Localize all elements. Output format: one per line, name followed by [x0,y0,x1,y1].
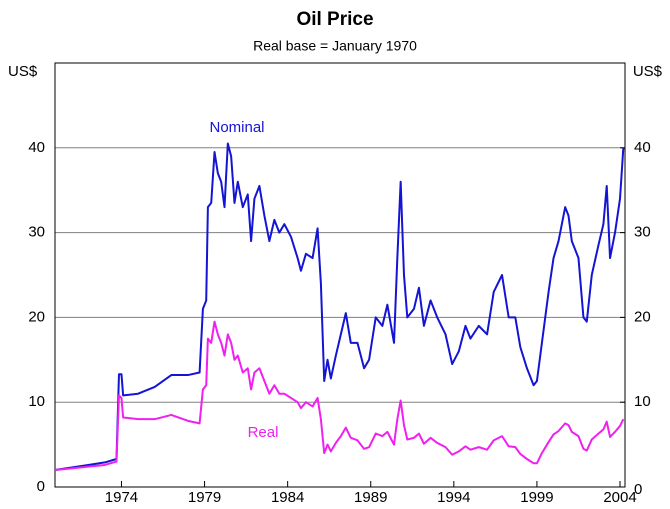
y-tick-label: 20 [28,308,45,325]
y2-axis-label: US$ [633,63,663,80]
x-tick-label: 2004 [603,489,636,506]
plot-frame [54,62,626,488]
series-label: Nominal [209,119,264,136]
y-tick-label: 30 [28,224,45,241]
y2-tick-label: 40 [634,139,651,156]
x-tick-label: 1984 [271,489,304,506]
x-tick-label: 1994 [437,489,470,506]
y2-tick-label: 30 [634,224,651,241]
x-tick-label: 1999 [520,489,553,506]
x-tick-label: 1989 [354,489,387,506]
chart-title: Oil Price [296,9,373,30]
line [54,320,625,472]
chart-subtitle: Real base = January 1970 [253,38,417,54]
y-tick-label: 40 [28,139,45,156]
line [54,142,625,472]
y2-tick-label: 10 [634,393,651,410]
y2-tick-label: 20 [634,308,651,325]
series-label: Real [248,424,279,441]
y-tick-label: 10 [28,393,45,410]
y-tick-label: 0 [37,478,45,495]
y-axis-label: US$ [8,63,38,80]
x-tick-label: 1974 [105,489,138,506]
y2-tick-label: 0 [634,481,642,498]
x-tick-label: 1979 [188,489,221,506]
